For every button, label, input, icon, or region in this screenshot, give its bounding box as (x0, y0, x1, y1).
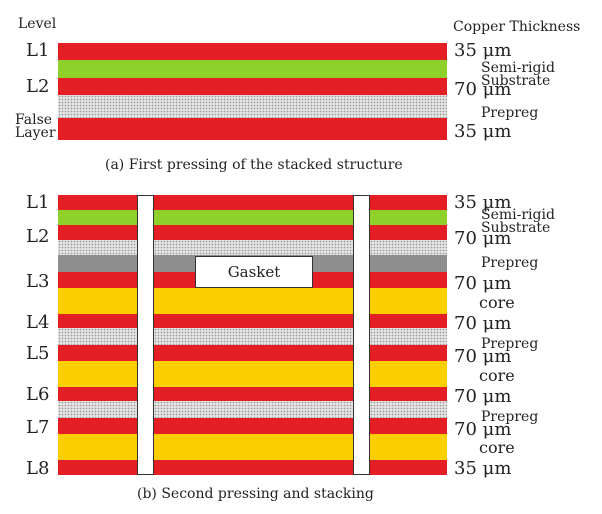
level-label: L8 (26, 458, 50, 479)
level-label: L4 (26, 312, 50, 333)
level-label: L7 (26, 417, 50, 438)
level-label: Layer (15, 125, 56, 141)
prepreg-layer (58, 328, 447, 345)
thickness-label: 70 μm (454, 228, 512, 249)
semi-rigid-substrate-layer (58, 210, 447, 225)
material-label: Prepreg (481, 255, 539, 271)
prepreg-layer (58, 95, 447, 118)
material-label: Prepreg (481, 409, 539, 425)
thickness-label: 70 μm (454, 346, 512, 367)
thickness-label: 70 μm (454, 273, 512, 294)
thickness-label: 70 μm (454, 386, 512, 407)
level-label: False (15, 112, 53, 128)
material-label: Prepreg (481, 105, 539, 121)
level-label: L2 (26, 76, 50, 97)
thickness-label: 35 μm (454, 40, 512, 61)
core-layer (58, 288, 447, 314)
gasket-box: Gasket (195, 256, 313, 288)
material-label: Substrate (481, 73, 551, 89)
cutout-slot-right (353, 195, 370, 475)
copper-layer-l7 (58, 418, 447, 434)
copper-layer-l6 (58, 387, 447, 401)
core-layer (58, 361, 447, 387)
level-label: L1 (26, 192, 50, 213)
thickness-label: 70 μm (454, 313, 512, 334)
material-label: core (479, 293, 515, 312)
level-header: Level (18, 16, 57, 32)
material-label: Semi-rigid (481, 207, 555, 223)
copper-layer-l2 (58, 78, 447, 95)
thickness-label: 70 μm (454, 79, 512, 100)
prepreg-layer (58, 401, 447, 418)
material-label: Semi-rigid (481, 60, 555, 76)
level-label: L5 (26, 343, 50, 364)
copper-layer-l1 (58, 195, 447, 210)
copper-layer-l2 (58, 225, 447, 240)
copper-layer-l8 (58, 460, 447, 475)
thickness-label: 35 μm (454, 458, 512, 479)
level-label: L3 (26, 271, 50, 292)
material-label: Substrate (481, 220, 551, 236)
copper-layer-l5 (58, 345, 447, 361)
material-label: core (479, 438, 515, 457)
cutout-slot-left (137, 195, 154, 475)
material-label: Prepreg (481, 336, 539, 352)
level-label: L6 (26, 384, 50, 405)
material-label: core (479, 366, 515, 385)
thickness-label: 70 μm (454, 419, 512, 440)
copper-layer-l4 (58, 314, 447, 328)
thickness-label: 35 μm (454, 121, 512, 142)
core-layer (58, 434, 447, 460)
level-label: L2 (26, 226, 50, 247)
semi-rigid-substrate-layer (58, 60, 447, 78)
caption-a: (a) First pressing of the stacked struct… (105, 157, 403, 173)
level-label: L1 (26, 40, 50, 61)
copper-thickness-header: Copper Thickness (453, 19, 581, 35)
caption-b: (b) Second pressing and stacking (137, 486, 374, 502)
prepreg-layer (58, 240, 447, 255)
copper-layer-false (58, 118, 447, 140)
copper-layer-l1 (58, 43, 447, 60)
thickness-label: 35 μm (454, 192, 512, 213)
